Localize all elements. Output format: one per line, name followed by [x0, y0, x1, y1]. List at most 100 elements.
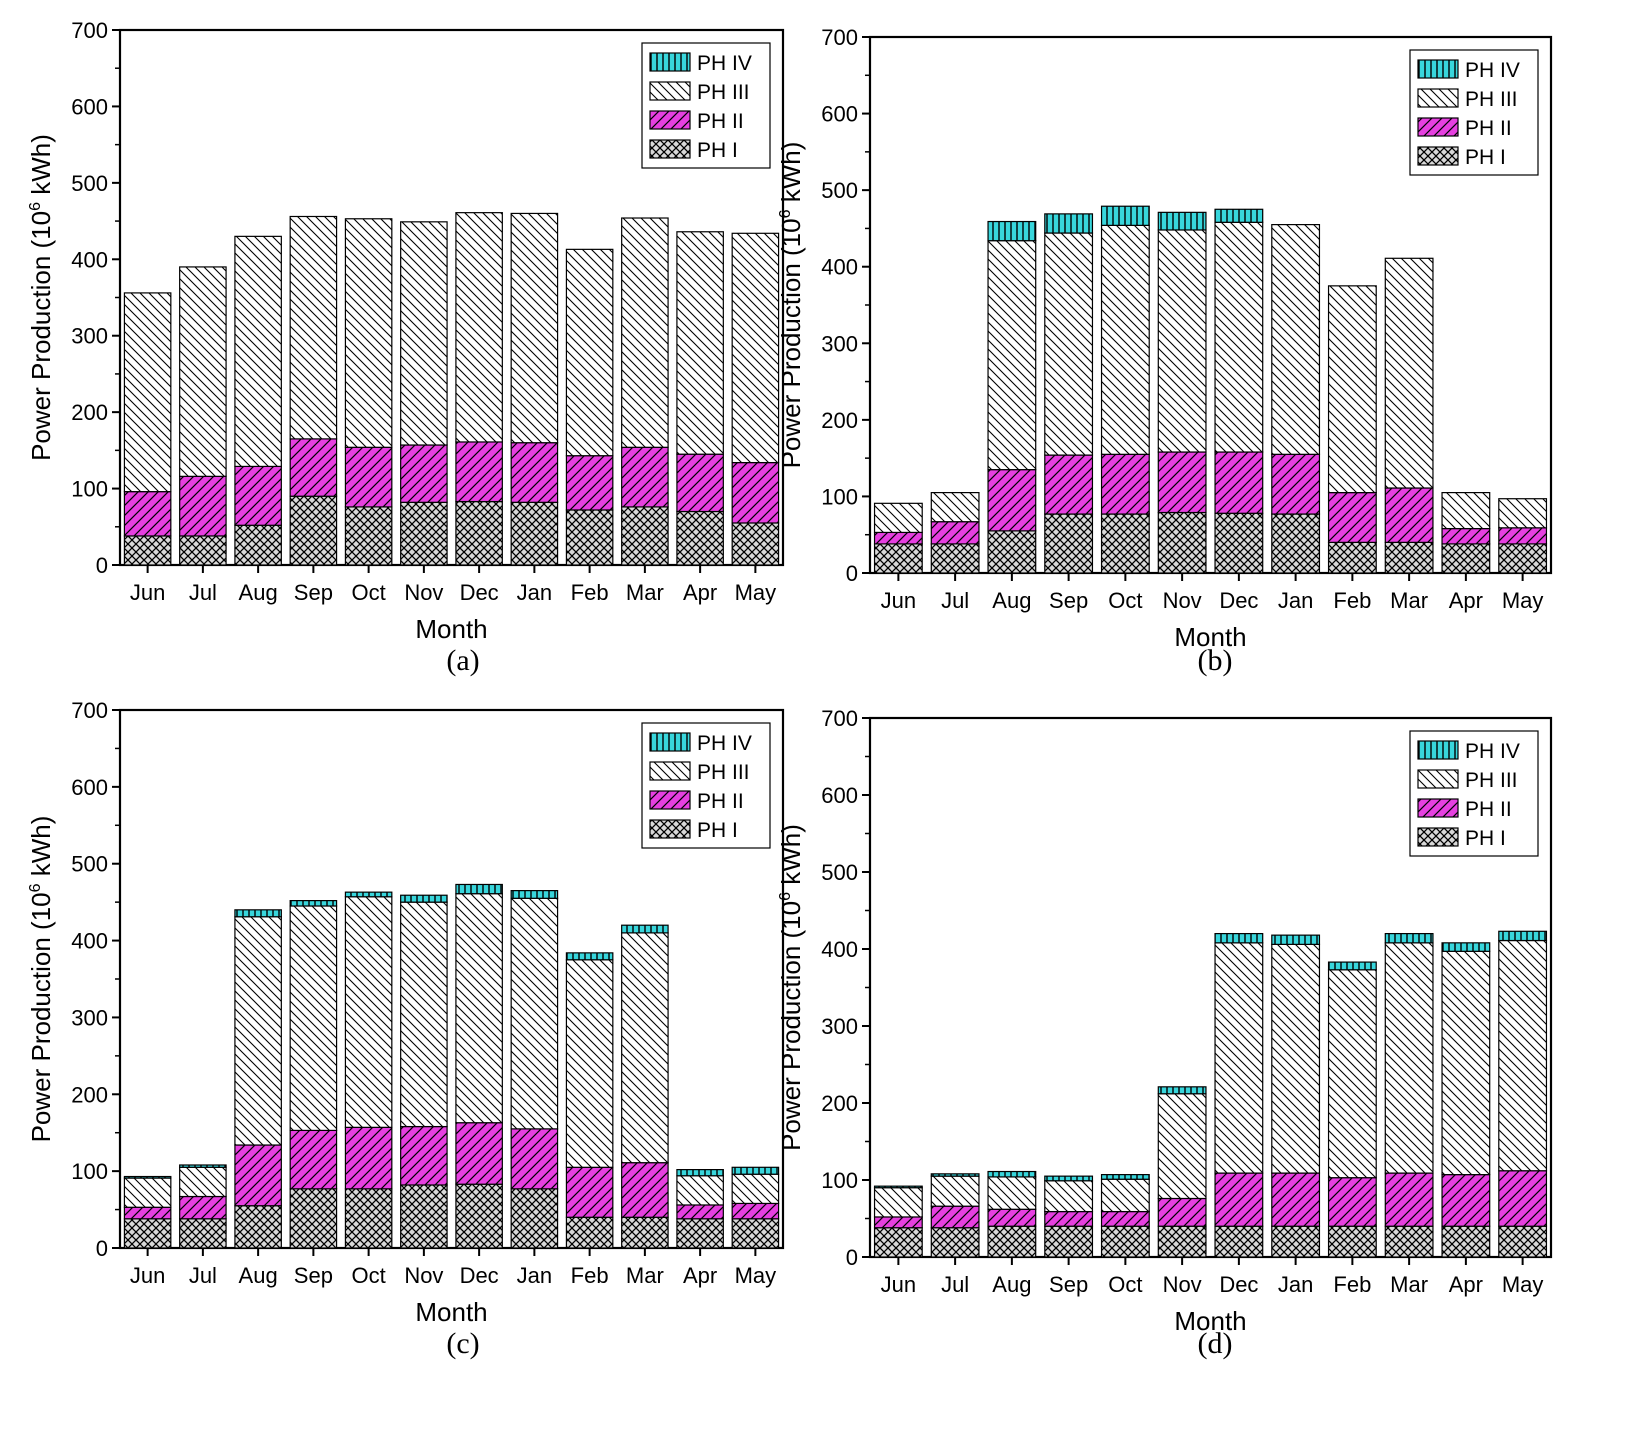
x-tick-label: Apr: [1449, 588, 1483, 613]
bar-segment-ph-iii: [234, 916, 282, 1146]
bar-segment-ph-iii: [930, 1175, 980, 1207]
bar-segment-ph-i: [455, 1183, 503, 1249]
bar-segment-ph-ii: [676, 453, 724, 513]
bar-segment-ph-iii: [731, 232, 780, 464]
bar-segment-ph-i: [676, 510, 724, 566]
x-tick-label: Sep: [294, 1263, 333, 1288]
x-tick-label: Jul: [189, 1263, 217, 1288]
bar-segment-ph-iii: [234, 235, 282, 468]
y-tick-label: 300: [71, 324, 108, 349]
legend-swatch: [649, 52, 691, 72]
bar-segment-ph-i: [621, 1216, 669, 1249]
chart-panel-a: 0 100 200 300 400 500 600 700 Jun Jul Aug Sep Oct Nov…: [26, 18, 785, 677]
bar-segment-ph-ii: [930, 1205, 980, 1229]
bar-segment-ph-ii: [731, 1202, 780, 1220]
bar-segment-ph-iv: [1498, 930, 1548, 942]
bar-segment-ph-iii: [1384, 942, 1434, 1174]
x-tick-label: Apr: [1449, 1272, 1483, 1297]
bar-segment-ph-iv: [1044, 213, 1094, 234]
legend-swatch: [1417, 59, 1459, 79]
x-tick-label: Nov: [1163, 588, 1202, 613]
bar-segment-ph-ii: [123, 491, 172, 537]
x-tick-label: Jul: [941, 1272, 969, 1297]
legend-label: PH III: [697, 761, 750, 784]
y-axis-label-end: kWh): [26, 134, 56, 202]
y-tick-label: 700: [71, 698, 108, 723]
bar-segment-ph-iii: [510, 212, 559, 444]
y-tick-label: 600: [71, 94, 108, 119]
chart-panel-c: 0 100 200 300 400 500 600 700 Jun Jul Aug Sep Oct Nov…: [26, 698, 785, 1360]
bar-segment-ph-i: [400, 1184, 448, 1249]
bar-segment-ph-iii: [873, 1187, 923, 1218]
legend-label: PH IV: [697, 52, 752, 75]
bar-segment-ph-ii: [289, 438, 338, 497]
x-tick-label: Jan: [1278, 1272, 1313, 1297]
bar-segment-ph-ii: [344, 1126, 393, 1190]
x-tick-label: Feb: [1333, 1272, 1371, 1297]
y-axis-label: Power Production (106 kWh): [776, 142, 806, 469]
bar-segment-ph-iii: [1044, 232, 1094, 456]
bar-segment-ph-i: [289, 495, 338, 566]
x-tick-label: Apr: [683, 1263, 717, 1288]
y-axis-label-sup: 6: [777, 892, 794, 901]
bar-segment-ph-ii: [1498, 1170, 1548, 1227]
bar-segment-ph-iii: [1498, 498, 1548, 529]
bar-segment-ph-iv: [1044, 1175, 1094, 1182]
bar-segment-ph-i: [1441, 1225, 1491, 1258]
x-tick-label: Jul: [941, 588, 969, 613]
bar-segment-ph-i: [289, 1188, 338, 1249]
bar-segment-ph-ii: [873, 1216, 923, 1229]
y-tick-label: 100: [821, 484, 858, 509]
bar-segment-ph-iv: [1157, 1086, 1207, 1095]
bar-segment-ph-iv: [1384, 932, 1434, 944]
y-axis-label: Power Production (106 kWh): [26, 134, 56, 461]
bar-segment-ph-ii: [930, 521, 980, 545]
bar-segment-ph-i: [1214, 1225, 1264, 1258]
bar-segment-ph-i: [234, 1205, 282, 1249]
legend-label: PH I: [1465, 146, 1506, 169]
bar-segment-ph-iii: [621, 217, 669, 448]
y-tick-label: 300: [821, 331, 858, 356]
bar-segment-ph-i: [731, 522, 780, 566]
bar-segment-ph-iv: [1157, 211, 1207, 231]
y-tick-label: 500: [71, 171, 108, 196]
legend-swatch: [649, 790, 691, 810]
bar-segment-ph-i: [565, 1216, 614, 1249]
bar-segment-ph-iv: [930, 1173, 980, 1177]
x-tick-label: May: [1502, 588, 1544, 613]
bar-segment-ph-iii: [289, 215, 338, 440]
bar-segment-ph-iii: [344, 218, 393, 448]
x-tick-label: Aug: [239, 1263, 278, 1288]
bar-segment-ph-ii: [1384, 487, 1434, 543]
bar-segment-ph-ii: [621, 1162, 669, 1218]
bar-segment-ph-iii: [676, 1175, 724, 1206]
bar-segment-ph-ii: [400, 444, 448, 503]
legend-swatch: [649, 761, 691, 781]
x-tick-label: Oct: [1108, 1272, 1142, 1297]
bar-segment-ph-i: [676, 1218, 724, 1249]
x-tick-label: Sep: [1049, 1272, 1088, 1297]
legend-swatch: [1417, 146, 1459, 166]
bar-segment-ph-iii: [731, 1173, 780, 1205]
bar-segment-ph-i: [1498, 1225, 1548, 1258]
x-tick-label: May: [735, 1263, 777, 1288]
bar-segment-ph-i: [1100, 513, 1150, 574]
bar-segment-ph-ii: [987, 1208, 1037, 1227]
bar-segment-ph-i: [1441, 543, 1491, 574]
x-tick-label: Jul: [189, 580, 217, 605]
x-tick-label: Dec: [1219, 588, 1258, 613]
x-tick-label: Jan: [1278, 588, 1313, 613]
chart-panel-b: 0 100 200 300 400 500 600 700 Jun Jul Aug Sep Oct Nov…: [776, 25, 1553, 677]
bar-segment-ph-iii: [1100, 1178, 1150, 1213]
bar-segment-ph-i: [1384, 541, 1434, 574]
y-tick-label: 300: [821, 1014, 858, 1039]
y-tick-label: 600: [821, 102, 858, 127]
bar-segment-ph-iii: [676, 231, 724, 455]
legend: PH IV PH III PH II PH I: [641, 722, 771, 849]
bar-segment-ph-iii: [123, 292, 172, 493]
y-axis-label-sup: 6: [777, 209, 794, 218]
x-tick-label: Dec: [460, 580, 499, 605]
bar-segment-ph-iii: [621, 932, 669, 1164]
y-tick-label: 700: [821, 706, 858, 731]
x-tick-label: Oct: [352, 580, 386, 605]
